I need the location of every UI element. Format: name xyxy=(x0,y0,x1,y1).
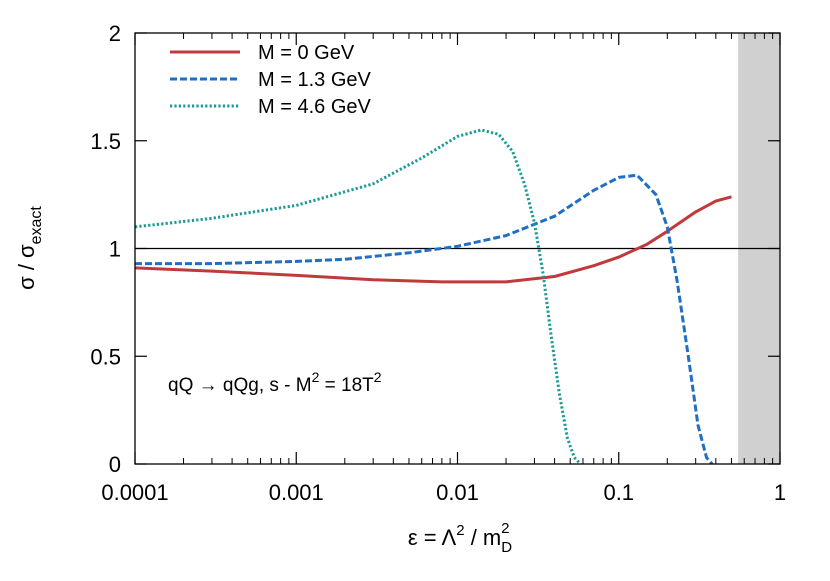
x-axis-title-pre: ε = Λ xyxy=(408,525,457,550)
tick-layer: 0.0001 0.001 0.01 0.1 1 0 0.5 1 1.5 2 xyxy=(90,21,786,505)
y-tick-label: 0.5 xyxy=(90,344,121,369)
annotation-rest: = 18T xyxy=(319,375,374,396)
annotation-sup: 2 xyxy=(312,369,320,385)
x-tick-label: 0.0001 xyxy=(101,480,168,505)
legend-label-2: M = 1.3 GeV xyxy=(258,69,371,91)
annotation-text: qQ → qQg, s - M xyxy=(168,375,312,396)
y-tick-label: 1.5 xyxy=(90,129,121,154)
y-axis-title-sub: exact xyxy=(28,206,45,245)
x-axis-title: ε = Λ2 / mD2 xyxy=(408,520,512,556)
legend-label-3: M = 4.6 GeV xyxy=(258,96,371,118)
y-tick-label: 2 xyxy=(109,21,121,46)
series-line-3 xyxy=(135,128,582,464)
x-tick-label: 1 xyxy=(774,480,786,505)
series-layer xyxy=(135,128,732,464)
series-line-2 xyxy=(135,173,714,464)
y-axis-title: σ / σexact xyxy=(14,206,45,290)
y-tick-label: 0 xyxy=(109,452,121,477)
x-axis-title-sup2: 2 xyxy=(501,520,509,537)
legend-label-1: M = 0 GeV xyxy=(258,42,355,64)
x-axis-title-mid: / m xyxy=(465,525,502,550)
x-axis-title-sup: 2 xyxy=(456,522,464,539)
series-line-1 xyxy=(135,195,732,284)
x-tick-label: 0.01 xyxy=(436,480,479,505)
annotation-sup2: 2 xyxy=(374,369,382,385)
annotation: qQ → qQg, s - M2 = 18T2 xyxy=(168,369,382,396)
x-tick-label: 0.001 xyxy=(269,480,324,505)
y-axis-title-pre: σ / σ xyxy=(14,244,39,290)
x-tick-label: 0.1 xyxy=(603,480,634,505)
legend: M = 0 GeV M = 1.3 GeV M = 4.6 GeV xyxy=(170,42,371,118)
y-tick-label: 1 xyxy=(109,237,121,262)
x-axis-title-sub: D xyxy=(501,539,512,556)
